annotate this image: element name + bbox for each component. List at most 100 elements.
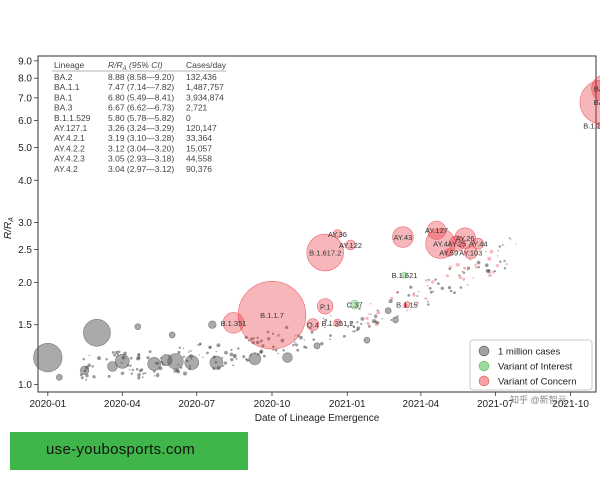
background-lineage-dot (366, 321, 370, 326)
y-tick-label: 3.0 (18, 218, 32, 229)
background-lineage-dot (330, 315, 332, 317)
background-lineage-dot (295, 335, 297, 337)
point-label: AY.4 (433, 240, 448, 249)
background-lineage-dot (374, 314, 378, 318)
background-lineage-dot (424, 296, 428, 301)
background-lineage-dot (356, 321, 359, 324)
background-lineage-dot (455, 263, 460, 267)
background-lineage-dot (358, 307, 361, 311)
background-lineage-dot (267, 337, 271, 341)
background-lineage-dot (250, 337, 254, 341)
background-lineage-dot (183, 371, 187, 376)
background-lineage-dot (310, 330, 314, 334)
watermark-site: 知乎 (510, 395, 529, 405)
background-lineage-dot (396, 291, 399, 294)
background-lineage-dot (138, 369, 143, 373)
background-lineage-dot (261, 344, 265, 348)
table-cell: 3.04 (2.97—3.12) (108, 164, 174, 174)
background-lineage-dot (346, 325, 350, 328)
background-lineage-dot (293, 343, 296, 345)
background-lineage-dot (352, 325, 356, 329)
background-lineage-dot (271, 332, 275, 336)
background-lineage-dot (115, 350, 119, 355)
background-lineage-dot (405, 309, 408, 312)
background-lineage-dot (136, 356, 140, 361)
background-lineage-dot (223, 361, 228, 365)
background-lineage-dot (129, 356, 133, 360)
background-lineage-dot (135, 367, 139, 371)
background-lineage-dot (403, 304, 408, 308)
background-lineage-dot (498, 245, 501, 248)
lineage-point-ay-26 (454, 227, 476, 249)
background-lineage-dot (202, 356, 204, 358)
background-lineage-dot (272, 345, 275, 349)
lineage-point-ba-1-1 (591, 75, 600, 102)
lineage-point (79, 365, 90, 376)
background-lineage-dot (467, 284, 469, 286)
table-header-cases: Cases/day (186, 60, 227, 70)
point-label: P.1 (320, 302, 330, 311)
background-lineage-dot (514, 243, 517, 246)
background-lineage-dot (351, 330, 354, 333)
background-lineage-dot (294, 341, 296, 344)
background-lineage-dot (137, 352, 141, 356)
plot-area (37, 55, 597, 393)
table-cell: 132,436 (186, 72, 217, 82)
background-lineage-dot (107, 374, 111, 378)
background-lineage-dot (189, 349, 192, 352)
table-cell: AY.4.2 (54, 164, 78, 174)
background-lineage-dot (376, 309, 379, 312)
background-lineage-dot (510, 238, 512, 241)
background-lineage-dot (353, 330, 356, 333)
point-label: AY.25 (447, 240, 466, 249)
background-lineage-dot (417, 290, 420, 293)
background-lineage-dot (368, 325, 371, 328)
table-header-lineage: Lineage (54, 60, 85, 70)
point-label: AY.122 (339, 241, 362, 250)
background-lineage-dot (229, 352, 234, 357)
background-lineage-dot (477, 265, 480, 269)
point-label: Q.4 (307, 321, 319, 330)
background-lineage-dot (187, 351, 190, 353)
lineage-point-ay-25 (448, 235, 466, 252)
background-lineage-dot (497, 250, 499, 252)
background-lineage-dot (80, 376, 84, 380)
background-lineage-dot (501, 244, 504, 246)
promo-banner[interactable]: use-youbosports.com (10, 432, 248, 470)
background-lineage-dot (472, 277, 474, 280)
background-lineage-dot (232, 353, 237, 358)
background-lineage-dot (493, 270, 497, 273)
background-lineage-dot (396, 315, 399, 318)
background-lineage-dot (215, 350, 217, 353)
background-lineage-dot (324, 318, 328, 322)
background-lineage-dot (206, 351, 209, 355)
background-lineage-dot (153, 375, 155, 377)
scatter-layer (33, 75, 600, 381)
background-lineage-dot (130, 372, 133, 375)
y-tick-label: 7.0 (18, 93, 32, 104)
background-lineage-dot (463, 266, 467, 270)
x-tick-label: 2020-07 (178, 399, 215, 410)
y-tick-label: 2.0 (18, 278, 32, 289)
background-lineage-dot (230, 357, 234, 362)
y-tick-label: 1.0 (18, 380, 32, 391)
table-cell: 7.47 (7.14—7.82) (108, 82, 174, 92)
background-lineage-dot (173, 368, 178, 373)
background-lineage-dot (222, 365, 225, 368)
point-label: BA.1 (594, 98, 600, 107)
y-tick-label: 2.5 (18, 245, 32, 256)
table-cell: 8.88 (8.58—9.20) (108, 72, 174, 82)
background-lineage-dot (178, 346, 182, 349)
background-lineage-dot (182, 355, 186, 358)
background-lineage-dot (409, 285, 413, 289)
background-lineage-dot (91, 365, 94, 368)
background-lineage-dot (146, 356, 150, 360)
table-cell: AY.127.1 (54, 123, 88, 133)
watermark: 知乎 @新智元 (510, 395, 567, 405)
y-axis: 1.0 1.5 2.0 2.5 3.0 4.0 5.0 6.0 7.0 8.0 9.0 (18, 56, 38, 391)
background-lineage-dot (440, 286, 444, 290)
background-lineage-dot (367, 313, 370, 316)
y-tick-label: 5.0 (18, 143, 32, 154)
point-label: AY.59 (439, 249, 458, 258)
x-tick-label: 2020-04 (104, 399, 141, 410)
